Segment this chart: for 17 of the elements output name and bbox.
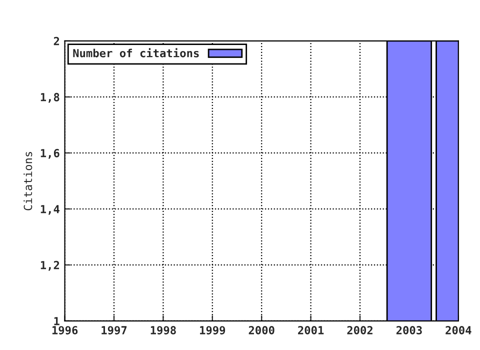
y-axis-title: Citations [24, 152, 32, 210]
y-tick-label: 1,8 [40, 92, 60, 103]
x-tick-label: 2002 [347, 326, 372, 334]
x-tick-label: 1999 [200, 326, 226, 334]
y-tick-label: 1,2 [40, 260, 60, 271]
x-tick-label: 2001 [298, 326, 324, 334]
x-tick-label: 1996 [52, 326, 78, 334]
legend-label: Number of citations [73, 48, 199, 58]
y-tick-label: 1,6 [40, 148, 60, 159]
x-tick-label: 1997 [102, 326, 127, 334]
x-tick-label: 2003 [396, 326, 422, 334]
y-tick-label: 2 [54, 36, 60, 46]
x-tick-label: 1998 [150, 326, 176, 334]
y-tick-label: 1 [54, 317, 60, 326]
y-tick-label: 1,4 [40, 205, 60, 215]
x-tick-label: 2004 [446, 326, 472, 334]
x-tick-label: 2000 [248, 326, 274, 334]
